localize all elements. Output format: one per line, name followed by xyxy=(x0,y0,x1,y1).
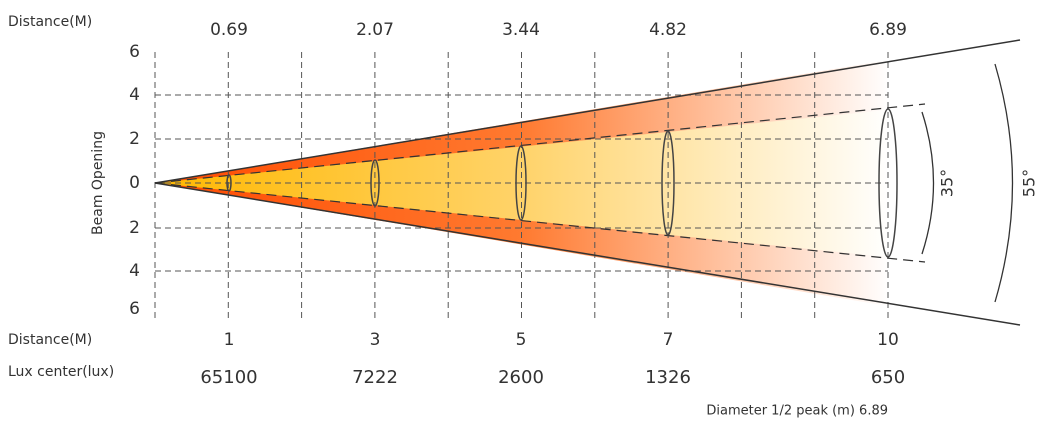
section xyxy=(370,159,380,207)
distance: 10 xyxy=(877,330,899,350)
lux: 2600 xyxy=(498,367,544,388)
diameter: 4.82 xyxy=(649,20,687,40)
tick-label: 2 xyxy=(129,218,140,238)
outer-edge xyxy=(154,182,1021,326)
top-label: Distance(M) xyxy=(8,14,92,30)
lux-label: Lux center(lux) xyxy=(8,364,114,380)
distance: 3 xyxy=(370,330,381,350)
axis-title: Beam Opening xyxy=(90,131,106,235)
outer-angle-arc xyxy=(994,63,1014,303)
distance: 7 xyxy=(663,330,674,350)
tick-label: 0 xyxy=(129,173,140,193)
grid xyxy=(154,52,889,320)
distance-label: Distance(M) xyxy=(8,332,92,348)
inner-edge xyxy=(154,103,926,184)
tick-label: 2 xyxy=(129,129,140,149)
diameter: 3.44 xyxy=(502,20,540,40)
distance: 1 xyxy=(224,330,235,350)
outer-edge xyxy=(154,39,1021,184)
section xyxy=(226,174,232,192)
outer-angle: 55° xyxy=(1020,169,1039,197)
tick-label: 4 xyxy=(129,85,140,105)
tick-label: 6 xyxy=(129,299,140,319)
inner-edge xyxy=(154,182,926,263)
tick-label: 6 xyxy=(129,42,140,62)
diameter: 0.69 xyxy=(210,20,248,40)
beam-sections xyxy=(226,108,898,258)
lux: 650 xyxy=(871,367,905,388)
inner-angle: 35° xyxy=(938,169,957,197)
lux: 1326 xyxy=(645,367,691,388)
tick-label: 4 xyxy=(129,261,140,281)
distance: 5 xyxy=(516,330,527,350)
footnote: Diameter 1/2 peak (m) 6.89 xyxy=(706,404,888,419)
section xyxy=(661,130,675,236)
diameter: 2.07 xyxy=(356,20,394,40)
section xyxy=(878,108,898,258)
diameter: 6.89 xyxy=(869,20,907,40)
lux: 65100 xyxy=(200,367,257,388)
inner-angle-arc xyxy=(921,111,935,255)
section xyxy=(515,145,527,221)
lux: 7222 xyxy=(352,367,398,388)
